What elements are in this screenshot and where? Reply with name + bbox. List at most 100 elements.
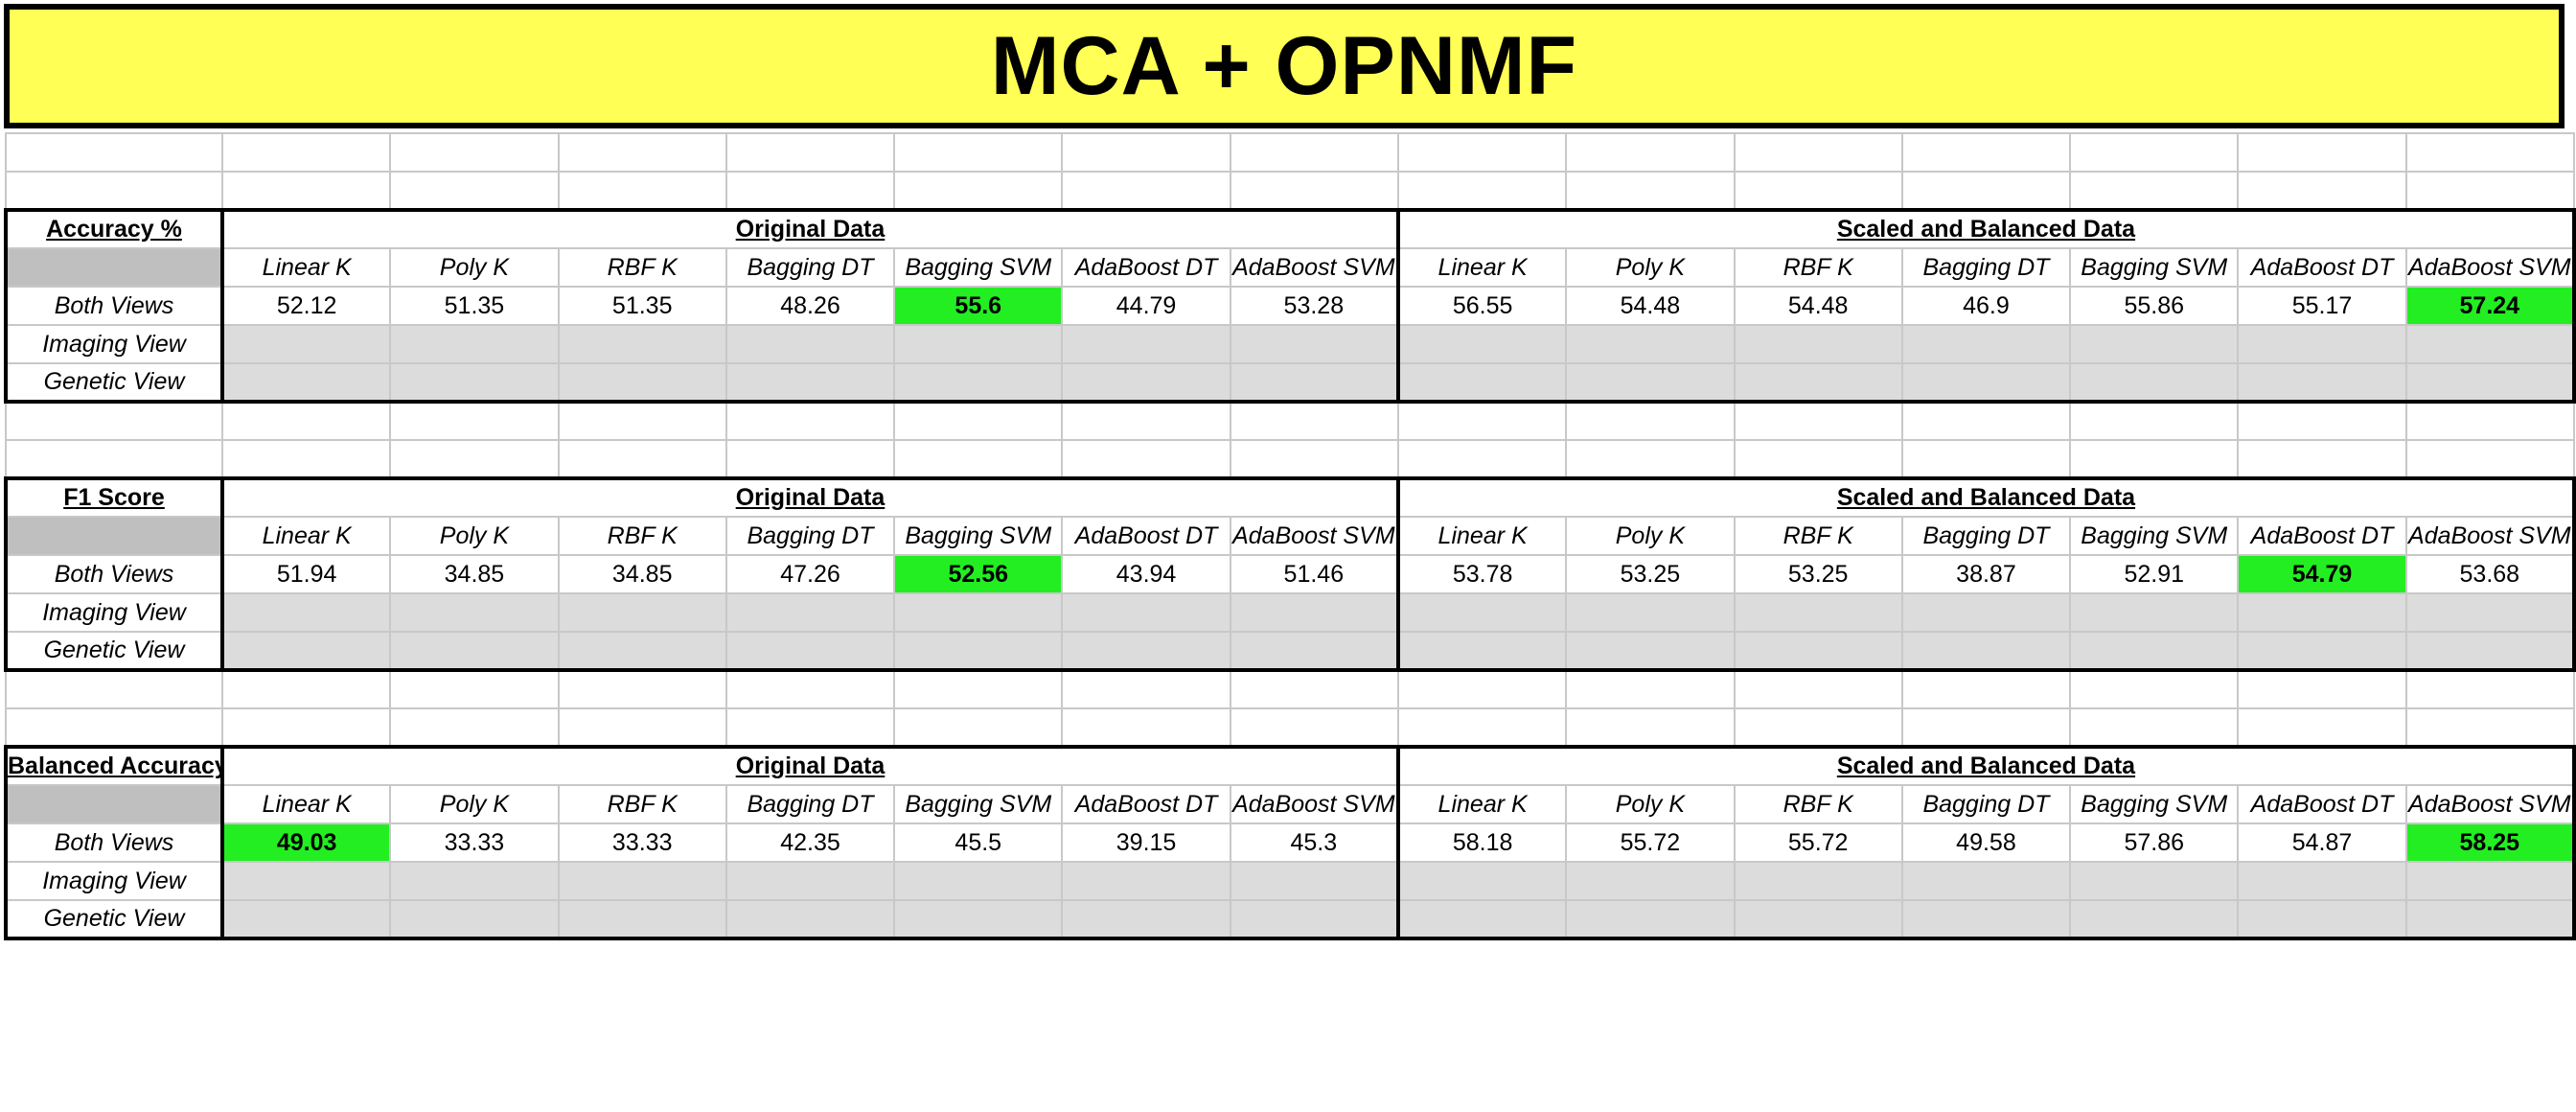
empty-cell[interactable] — [2404, 669, 2575, 709]
empty-cell[interactable] — [220, 669, 392, 709]
empty-cell[interactable] — [2237, 401, 2407, 441]
empty-cell[interactable] — [2069, 631, 2240, 672]
empty-cell[interactable] — [1900, 631, 2072, 672]
value-cell[interactable]: 51.35 — [389, 286, 560, 326]
empty-cell[interactable] — [1900, 861, 2072, 901]
model-header[interactable]: Bagging DT — [1900, 247, 2072, 288]
empty-cell[interactable] — [1396, 631, 1568, 672]
empty-cell[interactable] — [724, 592, 896, 633]
value-cell[interactable]: 55.17 — [2237, 286, 2407, 326]
empty-cell[interactable] — [1900, 401, 2072, 441]
empty-cell[interactable] — [893, 439, 1064, 479]
empty-cell[interactable] — [1061, 439, 1231, 479]
empty-cell[interactable] — [1229, 631, 1400, 672]
model-header[interactable]: AdaBoost SVM — [1229, 247, 1400, 288]
empty-cell[interactable] — [1396, 707, 1568, 748]
empty-cell[interactable] — [220, 171, 392, 211]
empty-cell[interactable] — [724, 439, 896, 479]
empty-cell[interactable] — [557, 439, 727, 479]
value-cell[interactable]: 45.3 — [1229, 822, 1400, 863]
empty-cell[interactable] — [389, 707, 560, 748]
model-header[interactable]: Bagging SVM — [2069, 516, 2240, 556]
empty-cell[interactable] — [2069, 707, 2240, 748]
value-cell[interactable]: 47.26 — [724, 554, 896, 594]
empty-cell[interactable] — [1061, 861, 1231, 901]
value-cell[interactable]: 54.48 — [1733, 286, 1903, 326]
empty-cell[interactable] — [2404, 401, 2575, 441]
empty-cell[interactable] — [724, 669, 896, 709]
empty-cell[interactable] — [1229, 669, 1399, 709]
empty-cell[interactable] — [389, 439, 560, 479]
value-cell[interactable]: 49.58 — [1900, 822, 2072, 863]
value-cell[interactable]: 53.25 — [1733, 554, 1903, 594]
value-cell[interactable]: 54.87 — [2237, 822, 2407, 863]
empty-cell[interactable] — [2237, 132, 2407, 173]
model-header[interactable]: Linear K — [1396, 784, 1568, 824]
empty-cell[interactable] — [1396, 362, 1568, 404]
model-header[interactable]: Bagging SVM — [2069, 247, 2240, 288]
empty-cell[interactable] — [2069, 401, 2240, 441]
value-cell[interactable]: 57.86 — [2069, 822, 2240, 863]
value-cell[interactable]: 51.94 — [220, 554, 392, 594]
empty-cell[interactable] — [389, 171, 560, 211]
empty-cell[interactable] — [724, 707, 896, 748]
empty-cell[interactable] — [2069, 669, 2240, 709]
view-label[interactable]: Genetic View — [4, 362, 224, 404]
best-value-cell[interactable]: 54.79 — [2237, 554, 2407, 594]
empty-cell[interactable] — [1900, 592, 2072, 633]
empty-cell[interactable] — [1229, 899, 1400, 940]
value-cell[interactable]: 51.35 — [557, 286, 727, 326]
empty-cell[interactable] — [2404, 362, 2576, 404]
empty-cell[interactable] — [2069, 362, 2240, 404]
empty-cell[interactable] — [1396, 132, 1568, 173]
empty-cell[interactable] — [1061, 401, 1231, 441]
empty-cell[interactable] — [1900, 132, 2072, 173]
value-cell[interactable]: 34.85 — [557, 554, 727, 594]
empty-cell[interactable] — [2404, 707, 2575, 748]
empty-cell[interactable] — [1229, 171, 1399, 211]
empty-cell[interactable] — [5, 439, 223, 479]
group-header-original[interactable]: Original Data — [221, 745, 1400, 786]
empty-cell[interactable] — [2069, 592, 2240, 633]
empty-cell[interactable] — [893, 707, 1064, 748]
model-header[interactable]: Linear K — [1396, 247, 1568, 288]
model-header[interactable]: Poly K — [389, 784, 560, 824]
empty-cell[interactable] — [220, 439, 392, 479]
empty-cell[interactable] — [389, 631, 560, 672]
empty-cell[interactable] — [724, 861, 896, 901]
value-cell[interactable]: 52.12 — [220, 286, 392, 326]
empty-cell[interactable] — [2237, 439, 2407, 479]
view-label[interactable]: Imaging View — [4, 324, 224, 364]
empty-cell[interactable] — [389, 132, 560, 173]
empty-cell[interactable] — [1396, 592, 1568, 633]
empty-cell[interactable] — [389, 592, 560, 633]
value-cell[interactable]: 51.46 — [1229, 554, 1400, 594]
empty-cell[interactable] — [1900, 324, 2072, 364]
empty-cell[interactable] — [1733, 592, 1903, 633]
empty-cell[interactable] — [2404, 592, 2576, 633]
empty-cell[interactable] — [1061, 592, 1231, 633]
best-value-cell[interactable]: 49.03 — [220, 822, 392, 863]
model-header[interactable]: Bagging SVM — [893, 247, 1064, 288]
empty-cell[interactable] — [1396, 401, 1568, 441]
value-cell[interactable]: 58.18 — [1396, 822, 1568, 863]
empty-cell[interactable] — [557, 132, 727, 173]
empty-cell[interactable] — [220, 707, 392, 748]
corner-cell[interactable] — [4, 247, 224, 288]
model-header[interactable]: Linear K — [220, 516, 392, 556]
empty-cell[interactable] — [893, 324, 1064, 364]
empty-cell[interactable] — [2237, 362, 2407, 404]
empty-cell[interactable] — [1565, 171, 1736, 211]
view-label[interactable]: Genetic View — [4, 631, 224, 672]
view-label[interactable]: Genetic View — [4, 899, 224, 940]
best-value-cell[interactable]: 58.25 — [2404, 822, 2576, 863]
empty-cell[interactable] — [1396, 861, 1568, 901]
empty-cell[interactable] — [5, 171, 223, 211]
empty-cell[interactable] — [1900, 439, 2072, 479]
model-header[interactable]: Bagging DT — [724, 516, 896, 556]
empty-cell[interactable] — [1229, 132, 1399, 173]
empty-cell[interactable] — [724, 324, 896, 364]
empty-cell[interactable] — [389, 362, 560, 404]
value-cell[interactable]: 53.28 — [1229, 286, 1400, 326]
empty-cell[interactable] — [1396, 669, 1568, 709]
